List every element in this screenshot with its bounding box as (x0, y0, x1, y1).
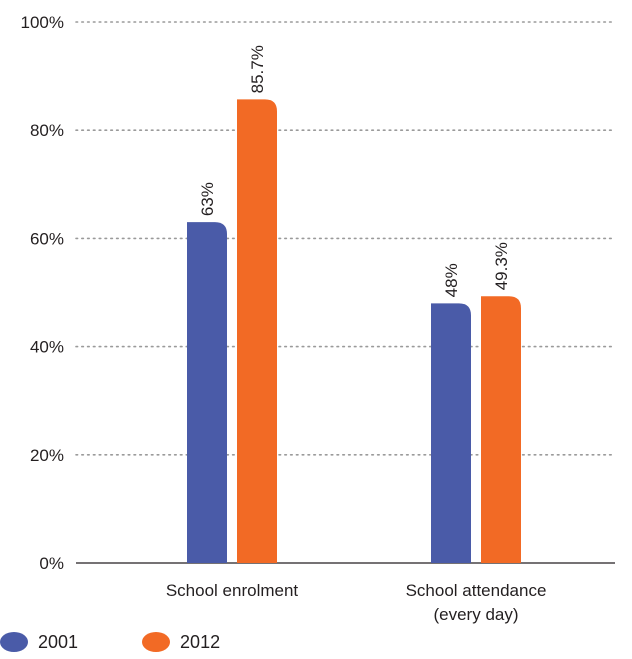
category-label: School attendance (406, 581, 547, 600)
data-label-2001-0: 63% (198, 182, 217, 216)
legend-item-2001: 2001 (0, 632, 78, 653)
bar-2012-0 (237, 99, 277, 563)
y-tick-label: 80% (30, 121, 64, 140)
data-label-2012-1: 49.3% (492, 242, 511, 290)
legend-swatch-2012 (142, 632, 171, 652)
legend-swatch-2001 (0, 632, 28, 652)
chart: 0% 20% 40% 60% 80% 100% 63% 85.7% 48% 49.3% Scho… (21, 13, 616, 624)
y-tick-label: 60% (30, 229, 64, 248)
category-label: School enrolment (166, 581, 299, 600)
y-axis-ticks: 0% 20% 40% 60% 80% 100% (21, 13, 64, 573)
legend-label-2001: 2001 (38, 631, 79, 652)
y-tick-label: 0% (39, 554, 64, 573)
data-label-2012-0: 85.7% (248, 45, 267, 93)
legend: 2001 2012 (0, 625, 244, 659)
y-tick-label: 20% (30, 446, 64, 465)
data-labels: 63% 85.7% 48% 49.3% (198, 45, 511, 297)
y-tick-label: 40% (30, 338, 64, 357)
bar-2012-1 (481, 296, 521, 563)
legend-label-2012: 2012 (180, 631, 221, 652)
category-labels: School enrolment School attendance (every … (166, 581, 547, 624)
gridlines (75, 21, 616, 456)
bars (187, 99, 521, 564)
bar-2001-1 (431, 303, 471, 563)
bar-2001-0 (187, 222, 227, 564)
legend-item-2012: 2012 (142, 632, 220, 653)
data-label-2001-1: 48% (442, 263, 461, 297)
y-tick-label: 100% (21, 13, 64, 32)
category-label: (every day) (433, 605, 518, 624)
